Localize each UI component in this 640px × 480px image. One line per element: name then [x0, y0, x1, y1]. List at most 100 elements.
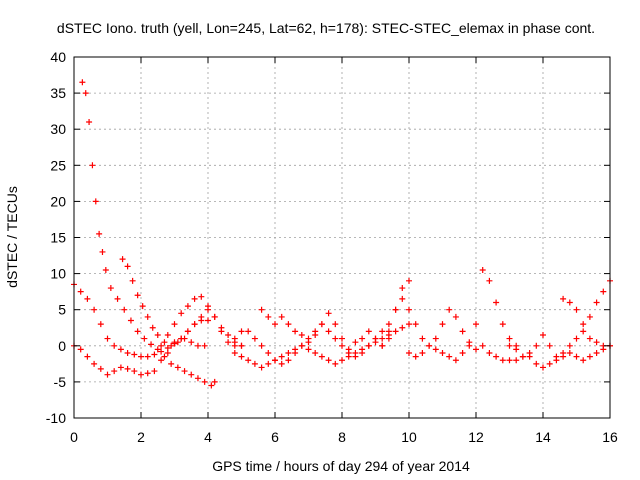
data-point — [566, 342, 573, 349]
data-point — [285, 350, 292, 357]
data-point — [84, 353, 91, 360]
data-point — [345, 346, 352, 353]
data-point — [258, 306, 265, 313]
series-4 — [158, 293, 245, 349]
data-point — [181, 368, 188, 375]
data-point — [298, 331, 305, 338]
data-point — [305, 339, 312, 346]
data-point — [533, 342, 540, 349]
x-tick-label: 8 — [338, 429, 346, 445]
data-point — [164, 350, 171, 357]
data-point — [385, 328, 392, 335]
data-point — [102, 266, 109, 273]
data-point — [560, 353, 567, 360]
data-point — [117, 364, 124, 371]
data-point — [148, 341, 155, 348]
data-point — [164, 344, 171, 351]
data-point — [124, 263, 131, 270]
data-point — [412, 353, 419, 360]
data-point — [158, 357, 165, 364]
data-point — [553, 357, 560, 364]
y-tick-label: -5 — [54, 374, 67, 390]
data-point — [385, 321, 392, 328]
data-point — [225, 331, 232, 338]
series-9 — [406, 306, 486, 360]
data-point — [406, 321, 412, 328]
data-point — [154, 331, 161, 338]
data-point — [406, 350, 412, 357]
data-point — [278, 360, 285, 367]
data-point — [486, 350, 493, 357]
data-point — [466, 342, 473, 349]
data-point — [399, 324, 406, 331]
data-point — [566, 299, 573, 306]
data-point — [352, 350, 359, 357]
data-point — [144, 353, 151, 360]
y-tick-labels: -10 -5 0 5 10 15 20 25 30 35 40 — [46, 49, 66, 426]
data-point — [138, 371, 144, 378]
data-point — [379, 328, 386, 335]
data-point — [513, 346, 520, 353]
data-point — [546, 360, 553, 367]
data-point — [168, 342, 175, 349]
x-tick-label: 12 — [468, 429, 484, 445]
x-tick-label: 4 — [204, 429, 212, 445]
data-point — [205, 303, 211, 310]
data-point — [265, 350, 272, 357]
data-point — [96, 230, 103, 237]
data-point — [99, 248, 106, 255]
data-point — [359, 335, 366, 342]
data-point — [265, 313, 272, 320]
data-point — [184, 328, 191, 335]
data-point — [312, 331, 319, 338]
data-point — [141, 335, 148, 342]
y-tick-label: 15 — [50, 230, 66, 246]
series-2 — [71, 317, 211, 378]
y-axis-label: dSTEC / TECUs — [4, 186, 20, 288]
data-point — [285, 357, 292, 364]
data-point — [168, 360, 175, 367]
data-point — [77, 288, 84, 295]
x-tick-labels: 0 2 4 6 8 10 12 14 16 — [70, 429, 618, 445]
data-point — [278, 353, 285, 360]
x-axis-label: GPS time / hours of day 294 of year 2014 — [212, 458, 470, 474]
data-point — [493, 353, 500, 360]
data-point — [412, 321, 419, 328]
data-point — [392, 328, 399, 335]
data-point — [513, 357, 520, 364]
data-point — [600, 288, 607, 295]
data-point — [231, 350, 238, 357]
y-tick-label: 0 — [58, 338, 66, 354]
data-point — [526, 353, 533, 360]
data-point — [231, 335, 238, 342]
data-point — [339, 335, 345, 342]
data-points — [71, 79, 613, 389]
data-point — [298, 342, 305, 349]
x-tick-label: 14 — [535, 429, 551, 445]
data-point — [459, 328, 466, 335]
data-point — [379, 342, 386, 349]
data-point — [238, 353, 245, 360]
data-point — [446, 306, 453, 313]
data-point — [86, 118, 93, 125]
data-point — [119, 256, 126, 263]
data-point — [91, 306, 98, 313]
data-point — [205, 317, 211, 324]
data-point — [184, 303, 191, 310]
data-point — [292, 346, 299, 353]
data-point — [218, 324, 225, 331]
data-point — [278, 313, 285, 320]
data-point — [164, 331, 171, 338]
data-point — [332, 321, 339, 328]
data-point — [365, 342, 372, 349]
data-point — [486, 277, 493, 284]
data-point — [452, 313, 459, 320]
data-point — [104, 335, 111, 342]
data-point — [265, 360, 272, 367]
data-point — [89, 162, 96, 169]
data-point — [97, 365, 104, 372]
y-tick-label: 40 — [50, 49, 66, 65]
data-point — [519, 353, 526, 360]
data-point — [138, 353, 144, 360]
